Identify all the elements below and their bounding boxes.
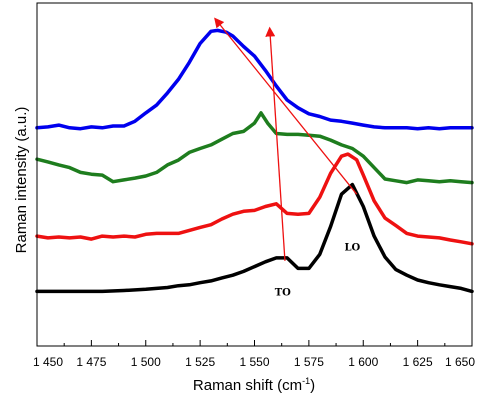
arrow-layer [214,17,358,261]
x-axis-ticks: 1 450 1 475 1 500 1 525 1 550 1 575 1 600 1 625… [33,340,475,369]
annotation-layer: LO TO [275,242,361,298]
x-tick-label: 1 550 [239,355,269,369]
x-tick-label: 1 575 [294,355,324,369]
shift-arrow-1 [265,26,286,261]
x-tick-label: 1 650 [445,355,475,369]
x-axis-title: Raman shift (cm-1) [193,376,315,394]
x-tick-label: 1 450 [33,355,63,369]
shift-arrow-2 [214,17,358,195]
x-tick-label: 1 525 [185,355,215,369]
annotation-lo: LO [345,242,361,253]
series-line-3 [35,152,474,246]
series-line-1 [35,28,474,131]
x-tick-label: 1 475 [76,355,106,369]
y-axis-title: Raman intensity (a.u.) [13,107,30,254]
annotation-to: TO [275,287,291,298]
series-line-2 [35,111,474,185]
x-tick-label: 1 600 [348,355,378,369]
series-layer [35,28,474,294]
x-tick-label: 1 500 [131,355,161,369]
x-tick-label: 1 625 [403,355,433,369]
series-line-4 [35,182,474,294]
